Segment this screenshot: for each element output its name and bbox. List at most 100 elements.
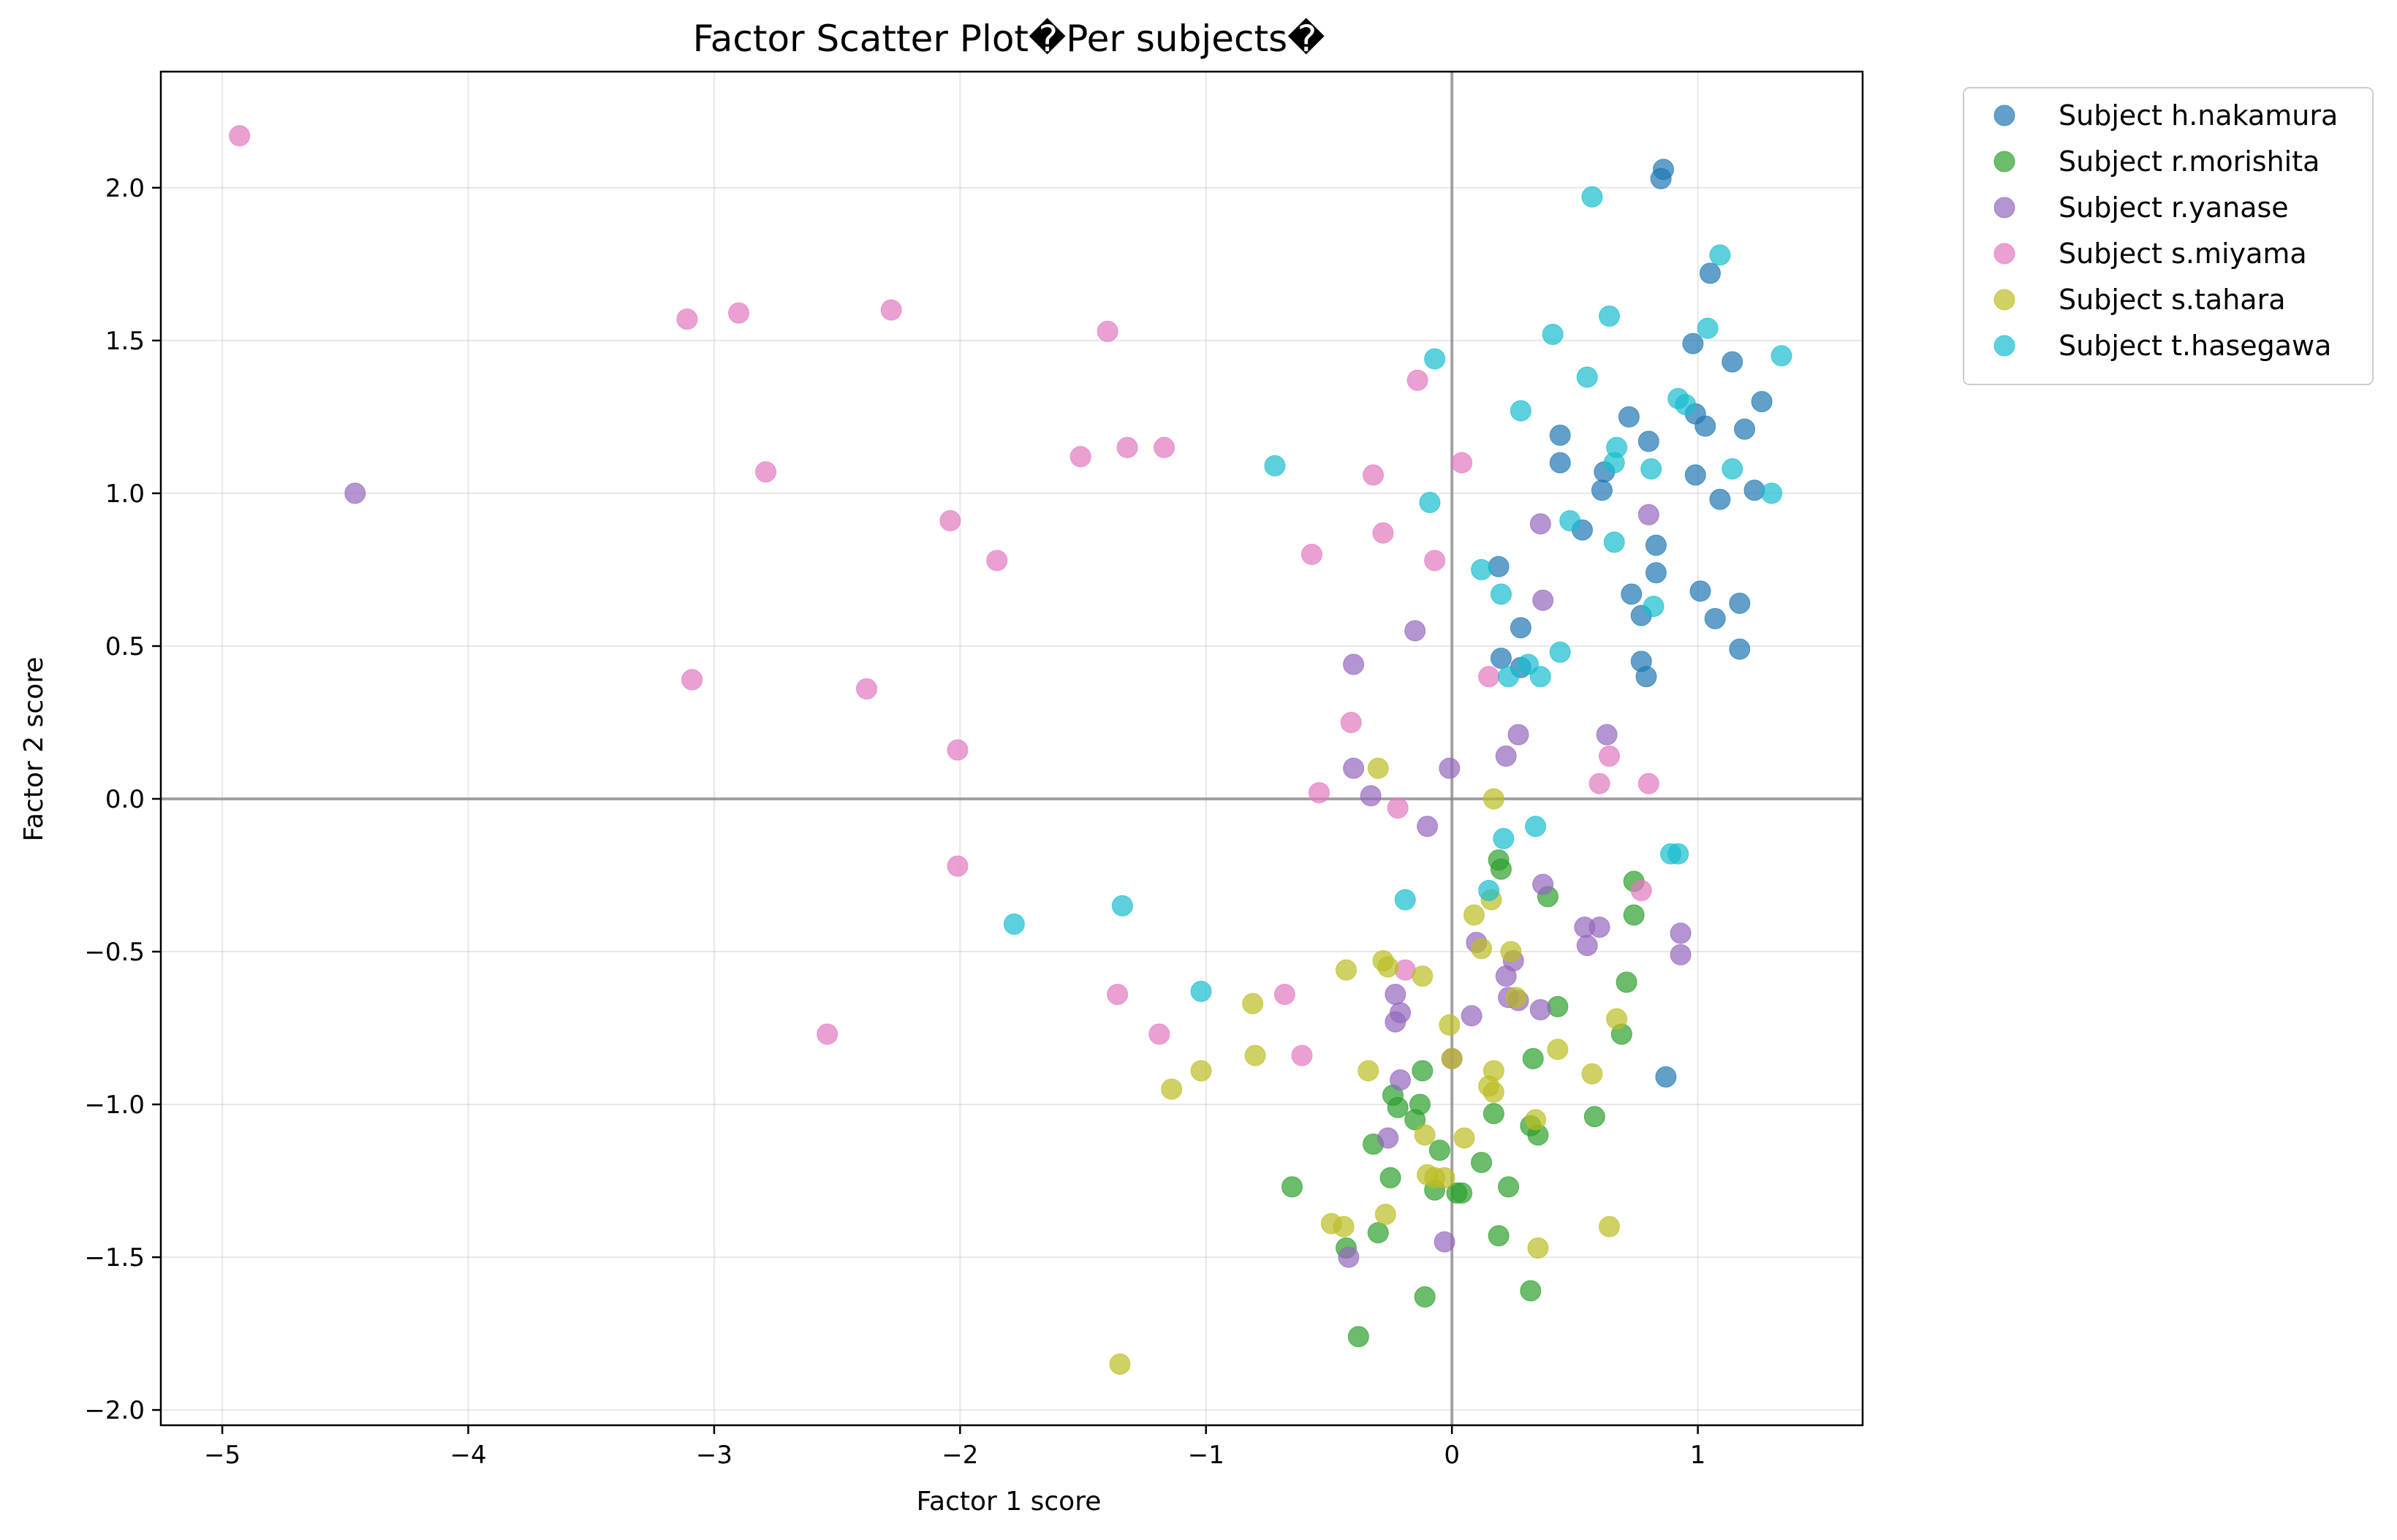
y-tick-label: 0.0 <box>105 785 145 814</box>
data-point <box>1655 1066 1677 1088</box>
legend-marker <box>1993 335 2015 357</box>
data-point <box>1588 773 1610 794</box>
data-point <box>1751 391 1773 413</box>
data-point <box>1529 513 1551 535</box>
data-point <box>1281 1176 1303 1198</box>
data-point <box>1704 607 1726 629</box>
y-tick-label: −2.0 <box>84 1396 145 1425</box>
legend-label: Subject h.nakamura <box>2059 99 2338 132</box>
data-point <box>1374 1204 1396 1226</box>
data-point <box>1697 317 1719 339</box>
series-0-points <box>1488 159 1773 1088</box>
data-point <box>1637 504 1659 526</box>
data-point <box>1478 666 1500 688</box>
data-point <box>1424 348 1446 370</box>
legend-label: Subject s.tahara <box>2059 284 2285 316</box>
data-point <box>681 669 703 691</box>
series-3-points <box>229 125 1659 1066</box>
tick-labels: −5 −4 −3 −2 −1 0 1 −2.0 −1.5 −1.0 −0.5 0.0 0.5 1.0 1.5… <box>84 174 1705 1470</box>
data-point <box>1510 617 1531 639</box>
data-point <box>1360 785 1382 807</box>
data-point <box>947 739 969 761</box>
y-tick-label: 1.0 <box>105 479 145 509</box>
data-point <box>1385 984 1406 1006</box>
data-point <box>1532 589 1554 611</box>
data-point <box>1412 1060 1434 1082</box>
data-point <box>1148 1023 1170 1045</box>
data-point <box>1404 1109 1426 1131</box>
y-tick-label: 1.5 <box>105 327 145 356</box>
data-point <box>1347 1326 1369 1348</box>
data-point <box>817 1023 838 1045</box>
data-point <box>1581 186 1603 208</box>
y-axis-title: Factor 2 score <box>19 657 49 842</box>
legend-marker <box>1993 289 2015 311</box>
data-point <box>1576 366 1598 388</box>
data-point <box>1471 1151 1493 1173</box>
axes <box>159 70 1864 1427</box>
data-point <box>1729 638 1751 660</box>
data-point <box>1490 583 1512 605</box>
data-point <box>1694 415 1716 437</box>
x-tick-label: 0 <box>1444 1441 1460 1470</box>
data-point <box>1097 320 1118 342</box>
data-point <box>1291 1044 1313 1066</box>
data-point <box>1520 1280 1542 1302</box>
data-point <box>1387 1096 1409 1118</box>
data-point <box>1498 1176 1520 1198</box>
data-point <box>1190 980 1212 1002</box>
x-tick-label: 1 <box>1690 1441 1706 1470</box>
data-point <box>1490 648 1512 670</box>
plot-frame <box>159 70 1864 1427</box>
data-point <box>1161 1078 1183 1100</box>
data-point <box>856 678 878 699</box>
data-point <box>1419 491 1441 513</box>
x-tick-label: −1 <box>1188 1441 1224 1470</box>
series-4-points <box>1109 757 1628 1375</box>
data-point <box>1340 711 1362 733</box>
data-point <box>939 510 961 532</box>
data-point <box>1367 757 1389 779</box>
y-tick-label: −1.0 <box>84 1090 145 1120</box>
legend-label: Subject r.morishita <box>2059 145 2320 178</box>
data-point <box>1576 935 1598 957</box>
data-point <box>1722 458 1743 479</box>
data-point <box>1603 452 1625 474</box>
data-point <box>1709 244 1731 266</box>
data-point <box>1684 464 1706 486</box>
x-axis-title: Factor 1 score <box>917 1487 1102 1517</box>
data-point <box>1111 895 1133 917</box>
data-point <box>1645 562 1667 584</box>
data-point <box>1482 788 1504 810</box>
data-point <box>1549 424 1571 446</box>
data-point <box>1635 666 1657 688</box>
data-point <box>1390 1069 1412 1091</box>
data-point <box>1417 816 1439 838</box>
legend-marker <box>1993 151 2015 172</box>
data-point <box>229 125 251 147</box>
data-point <box>1734 418 1756 440</box>
data-point <box>1529 998 1551 1020</box>
data-point <box>1300 544 1322 566</box>
data-point <box>1453 1127 1475 1149</box>
data-point <box>1488 1225 1510 1247</box>
data-point <box>1689 580 1711 602</box>
data-point <box>1596 724 1618 746</box>
data-point <box>1645 534 1667 556</box>
data-point <box>1478 879 1500 901</box>
data-point <box>1471 938 1493 960</box>
data-point <box>1154 436 1175 458</box>
data-point <box>1338 1246 1360 1268</box>
data-points <box>229 125 1792 1375</box>
data-point <box>1367 1222 1389 1244</box>
data-point <box>1439 757 1461 779</box>
data-point <box>1532 873 1554 895</box>
data-point <box>1547 1039 1569 1061</box>
data-point <box>1583 1106 1605 1128</box>
data-point <box>1650 167 1672 189</box>
data-point <box>1522 1047 1544 1069</box>
data-point <box>1581 1063 1603 1085</box>
data-point <box>1273 984 1295 1006</box>
data-point <box>1343 653 1365 675</box>
data-point <box>1598 745 1620 767</box>
